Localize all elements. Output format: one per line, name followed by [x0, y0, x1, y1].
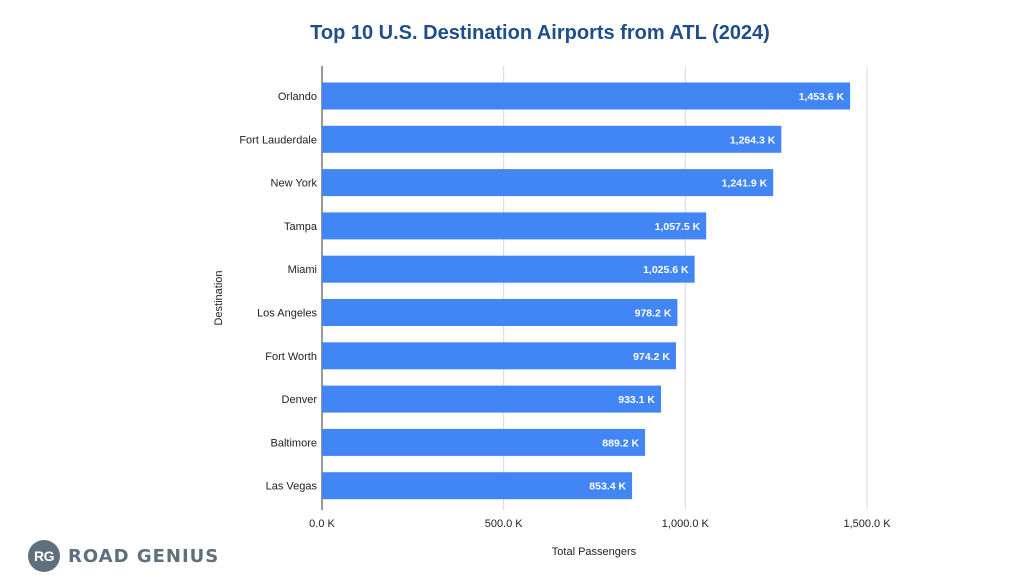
brand-badge: RG — [28, 540, 60, 572]
bar-value-label: 889.2 K — [602, 437, 639, 449]
bar — [322, 472, 633, 500]
y-category-label: Orlando — [278, 91, 317, 103]
x-tick-label: 500.0 K — [485, 518, 524, 530]
y-axis-title: Destination — [213, 270, 225, 325]
bar-value-label: 974.2 K — [633, 351, 670, 363]
y-category-label: Baltimore — [271, 437, 317, 449]
y-category-label: New York — [271, 178, 318, 190]
y-category-label: Fort Worth — [265, 351, 317, 363]
bar — [322, 385, 662, 413]
bar-value-label: 1,453.6 K — [799, 91, 845, 103]
bar — [322, 255, 695, 283]
bar — [322, 212, 707, 240]
bar — [322, 169, 774, 197]
bar — [322, 342, 676, 370]
x-tick-label: 0.0 K — [309, 518, 335, 530]
x-tick-label: 1,500.0 K — [843, 518, 891, 530]
bar — [322, 299, 678, 326]
y-category-label: Las Vegas — [266, 481, 318, 493]
chart-title: Top 10 U.S. Destination Airports from AT… — [310, 22, 770, 44]
bar-value-label: 1,264.3 K — [730, 134, 776, 146]
y-category-label: Tampa — [284, 221, 318, 233]
bar-value-label: 1,057.5 K — [655, 221, 701, 233]
y-category-label: Los Angeles — [257, 308, 317, 320]
bar — [322, 82, 851, 110]
bar-value-label: 933.1 K — [618, 394, 655, 406]
x-axis-title: Total Passengers — [552, 546, 637, 558]
brand-logo: RG ROAD GENIUS — [28, 540, 219, 572]
y-category-label: Denver — [282, 394, 318, 406]
brand-name: ROAD GENIUS — [68, 545, 220, 567]
x-tick-label: 1,000.0 K — [662, 518, 710, 530]
bar-value-label: 853.4 K — [589, 481, 626, 493]
bar-value-label: 978.2 K — [635, 308, 672, 320]
bar-value-label: 1,025.6 K — [643, 264, 689, 276]
y-category-label: Fort Lauderdale — [239, 134, 317, 146]
y-category-label: Miami — [288, 264, 317, 276]
bar — [322, 428, 646, 456]
bar-value-label: 1,241.9 K — [722, 178, 768, 190]
bar — [322, 125, 782, 153]
